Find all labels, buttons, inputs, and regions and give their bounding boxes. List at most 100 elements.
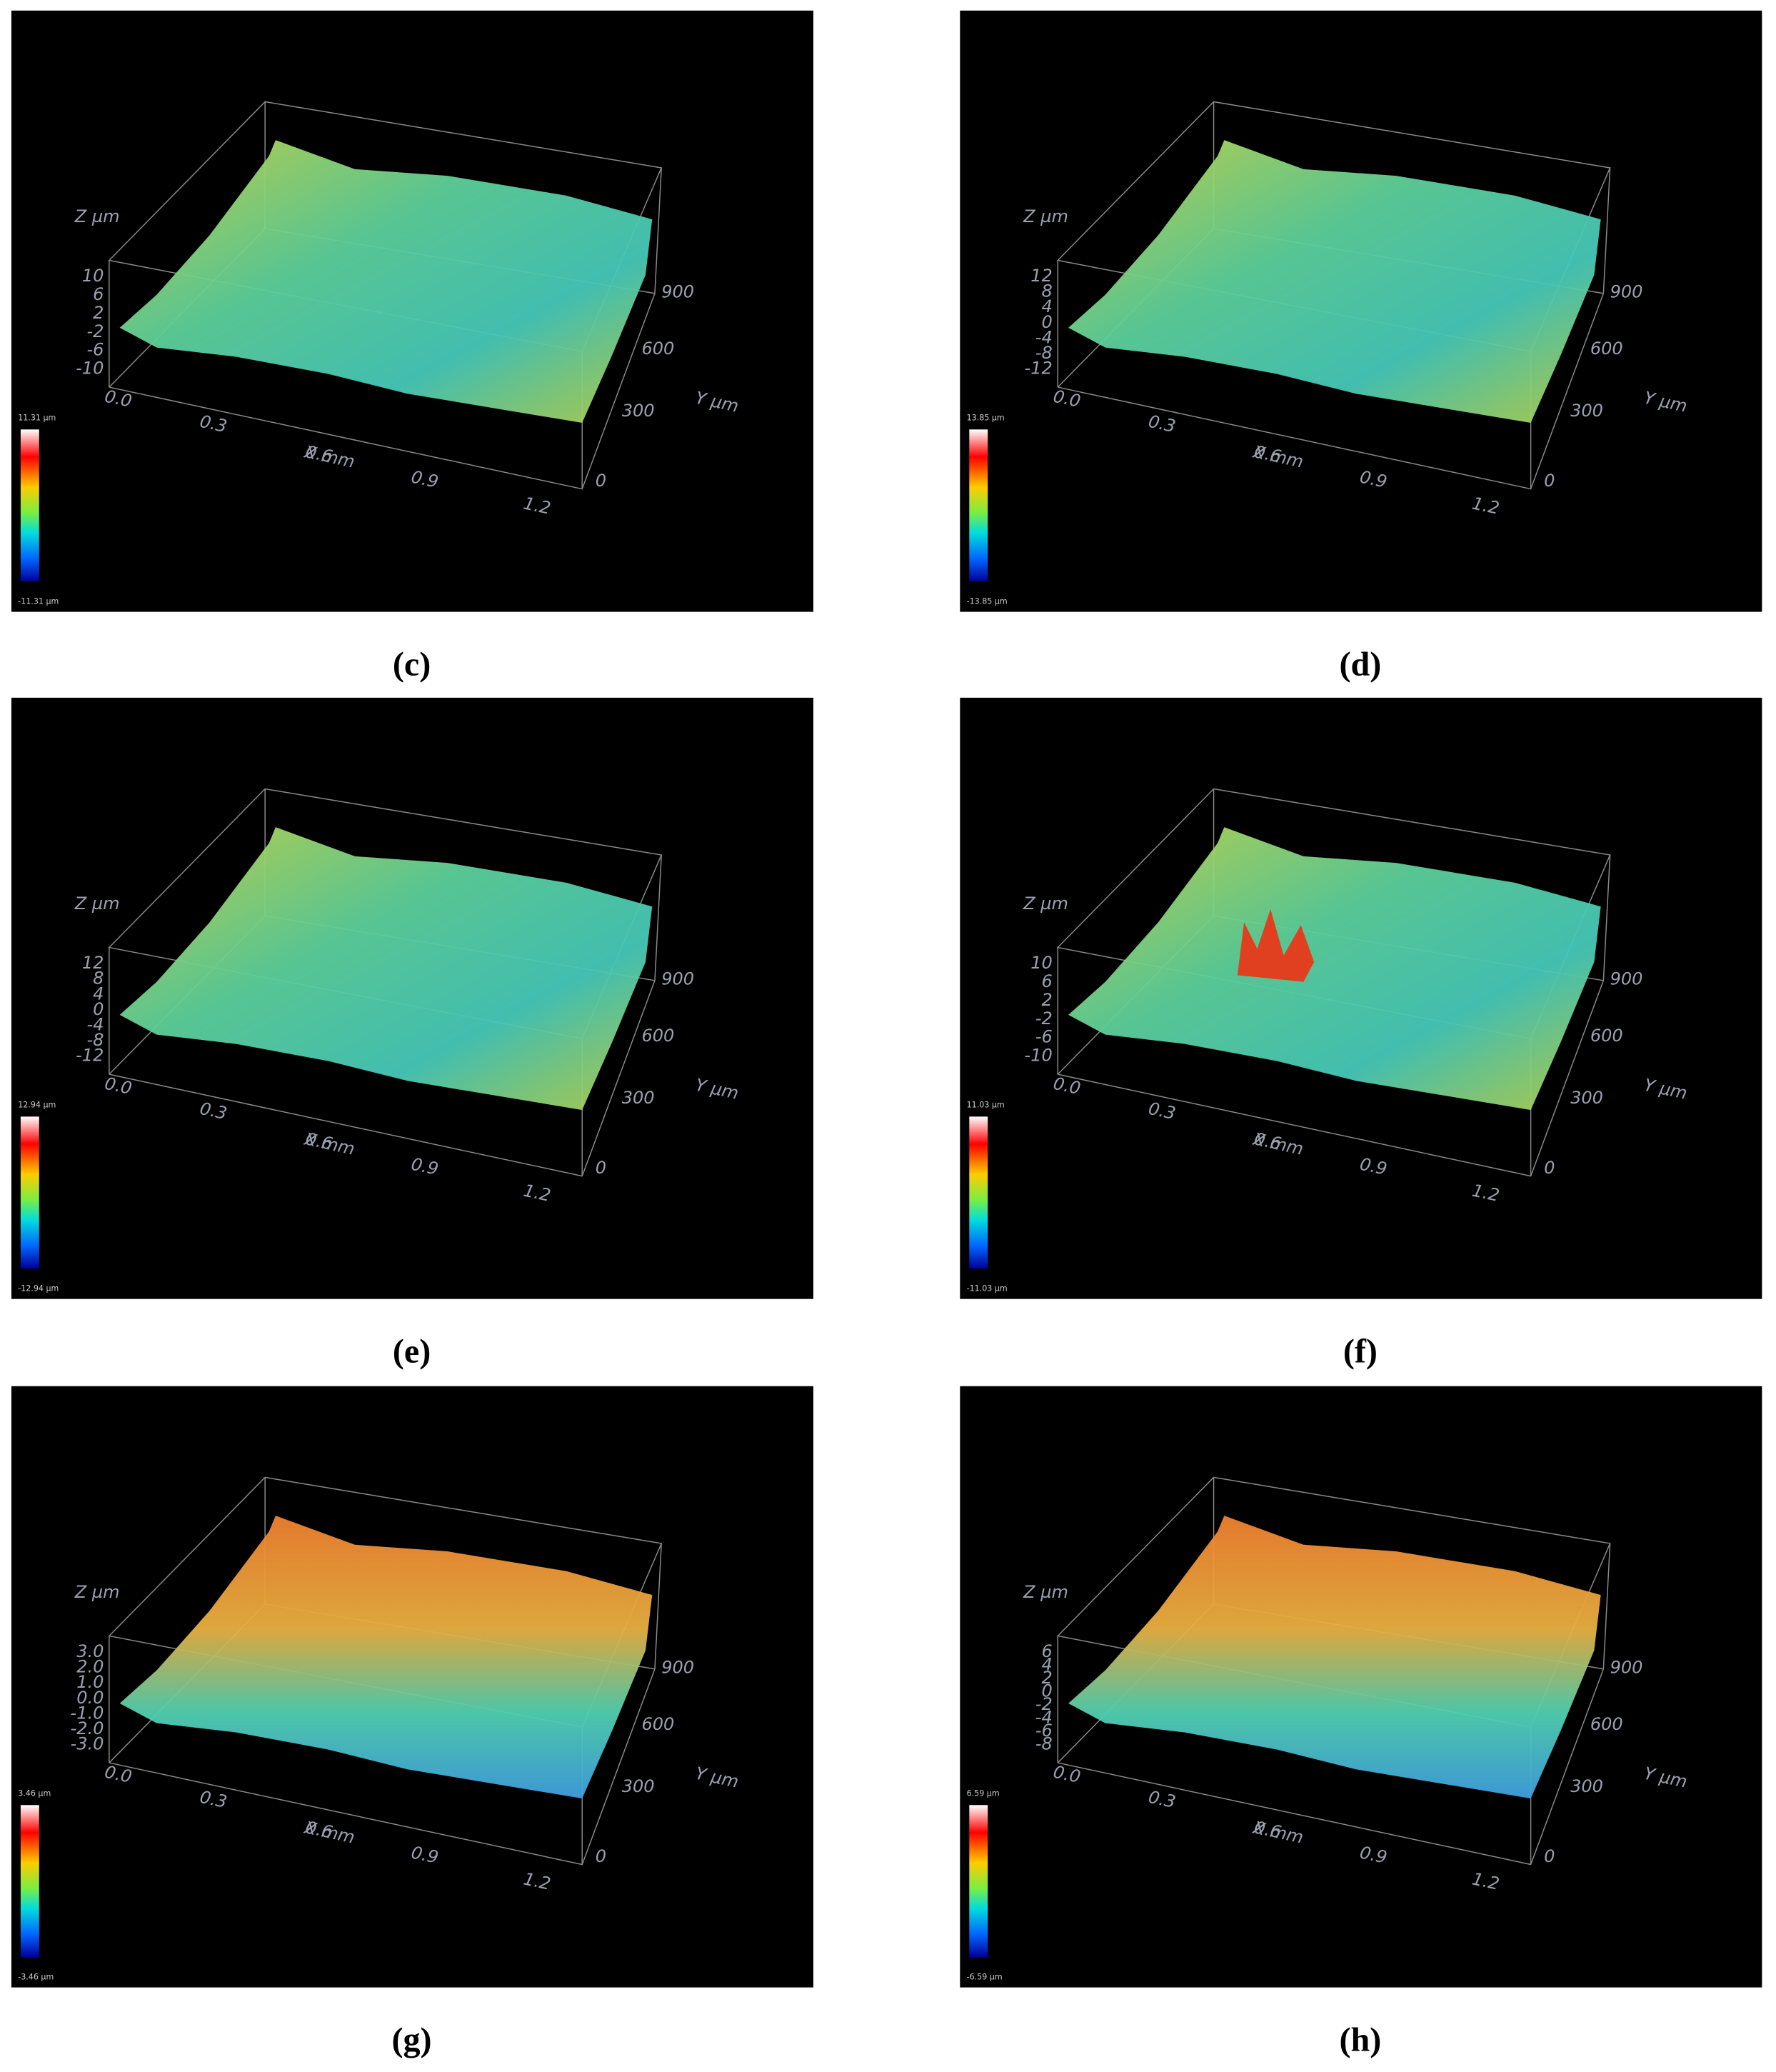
panel-caption: (f) (1343, 1332, 1378, 1370)
colorbar-max: 12.94 µm (18, 1100, 56, 1109)
z-axis-label: Z µm (1023, 1582, 1068, 1602)
y-tick-label: 900 (1610, 281, 1643, 301)
colorbar (969, 1116, 988, 1269)
y-tick-label: 0 (596, 471, 606, 491)
y-tick-label: 900 (661, 969, 694, 989)
z-tick-label: 0 (1042, 312, 1053, 332)
y-tick-label: 600 (1590, 339, 1623, 359)
z-axis-label: Z µm (1023, 894, 1068, 914)
y-tick-label: 900 (1610, 1657, 1643, 1677)
y-tick-label: 900 (661, 281, 694, 301)
colorbar-min: -13.85 µm (967, 597, 1008, 606)
z-tick-label: -3.0 (71, 1734, 104, 1754)
y-tick-label: 300 (1570, 1776, 1603, 1796)
z-tick-label: -8 (1035, 343, 1053, 363)
y-tick-label: 900 (1610, 969, 1643, 989)
z-tick-label: -2 (1035, 1694, 1053, 1714)
colorbar-min: -6.59 µm (967, 1972, 1003, 1981)
z-tick-label: -4 (86, 1014, 104, 1034)
colorbar-min: -12.94 µm (18, 1284, 59, 1293)
colorbar-max: 13.85 µm (967, 413, 1005, 422)
z-tick-label: 2 (1042, 990, 1053, 1010)
surface (1068, 827, 1601, 1111)
z-tick-label: -6 (1035, 1721, 1053, 1741)
z-axis-label: Z µm (74, 894, 120, 914)
z-tick-label: -6 (1035, 1027, 1053, 1047)
colorbar (20, 429, 39, 582)
z-tick-label: 6 (93, 284, 104, 304)
panel-caption: (d) (1340, 645, 1382, 683)
panel-caption: (c) (393, 645, 431, 683)
y-tick-label: 300 (1570, 1088, 1603, 1108)
surface (1068, 1516, 1601, 1799)
z-tick-label: 4 (1042, 296, 1053, 316)
z-tick-label: 0 (93, 999, 104, 1019)
colorbar-min: -11.31 µm (18, 597, 59, 606)
z-tick-label: 10 (82, 266, 104, 286)
z-tick-label: 4 (1042, 1655, 1053, 1675)
surface (119, 1516, 653, 1799)
surface (119, 140, 653, 424)
z-tick-label: 4 (93, 984, 104, 1004)
panel-caption: (h) (1340, 2021, 1382, 2058)
z-tick-label: -4 (1035, 327, 1053, 347)
z-tick-label: 12 (82, 953, 104, 973)
z-tick-label: -2 (86, 321, 104, 341)
z-tick-label: 10 (1030, 953, 1053, 973)
colorbar-max: 3.46 µm (18, 1788, 51, 1798)
z-tick-label: 0.0 (76, 1688, 104, 1708)
z-tick-label: 1.0 (76, 1672, 104, 1692)
colorbar-min: -11.03 µm (967, 1284, 1008, 1293)
surface (119, 827, 653, 1111)
colorbar (969, 1805, 988, 1958)
y-tick-label: 900 (661, 1657, 694, 1677)
z-tick-label: -12 (1025, 359, 1053, 379)
colorbar (969, 429, 988, 582)
y-tick-label: 300 (622, 401, 655, 421)
z-tick-label: 2 (1042, 1668, 1053, 1688)
y-tick-label: 300 (622, 1088, 655, 1108)
z-tick-label: -12 (76, 1046, 104, 1066)
z-tick-label: 12 (1030, 266, 1053, 286)
colorbar-max: 11.31 µm (18, 413, 56, 422)
panel-caption: (e) (393, 1332, 431, 1370)
y-tick-label: 300 (1570, 401, 1603, 421)
panel: Z µm3.02.01.00.0-1.0-2.0-3.00.00.30.60.9… (11, 1386, 813, 1988)
y-tick-label: 600 (1590, 1714, 1623, 1734)
z-tick-label: -2.0 (71, 1718, 104, 1738)
z-tick-label: -8 (86, 1030, 104, 1050)
z-tick-label: 6 (1042, 971, 1053, 991)
y-tick-label: 600 (641, 339, 674, 359)
surface-peak (1237, 909, 1315, 982)
z-axis-label: Z µm (74, 206, 120, 226)
y-tick-label: 300 (622, 1776, 655, 1796)
z-tick-label: -10 (1025, 1046, 1053, 1066)
z-tick-label: -8 (1035, 1734, 1053, 1754)
z-tick-label: -6 (86, 340, 104, 360)
z-tick-label: 3.0 (76, 1641, 104, 1661)
y-tick-label: 600 (1590, 1026, 1623, 1046)
z-tick-label: 8 (1042, 281, 1053, 301)
z-tick-label: 2.0 (76, 1657, 104, 1677)
colorbar (20, 1116, 39, 1269)
z-tick-label: -1.0 (71, 1703, 104, 1723)
z-tick-label: -4 (1035, 1708, 1053, 1728)
y-tick-label: 0 (1544, 471, 1555, 491)
colorbar-max: 11.03 µm (967, 1100, 1005, 1109)
surface (1068, 140, 1601, 424)
z-tick-label: -2 (1035, 1009, 1053, 1029)
z-axis-label: Z µm (1023, 206, 1068, 226)
y-tick-label: 0 (1544, 1846, 1555, 1866)
colorbar (20, 1805, 39, 1958)
y-tick-label: 0 (596, 1158, 606, 1178)
z-axis-label: Z µm (74, 1582, 120, 1602)
z-tick-label: 2 (93, 303, 104, 323)
z-tick-label: 0 (1042, 1681, 1053, 1701)
z-tick-label: 6 (1042, 1641, 1053, 1661)
